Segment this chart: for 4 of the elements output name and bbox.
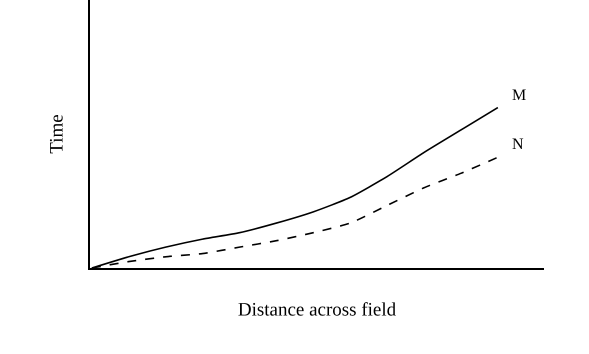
series-label: M <box>512 87 526 104</box>
x-axis-title: Distance across field <box>238 299 397 320</box>
series-label: N <box>512 136 524 153</box>
y-axis-title: Time <box>46 114 68 154</box>
